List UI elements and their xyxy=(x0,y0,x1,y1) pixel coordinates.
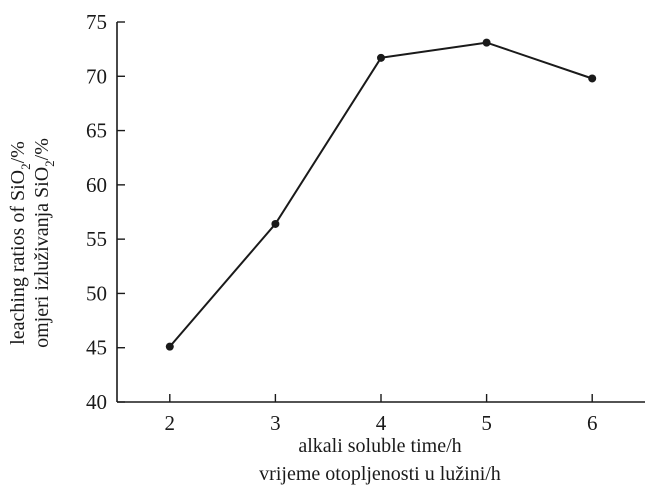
y-tick-label: 45 xyxy=(86,336,107,360)
y-tick-label: 75 xyxy=(86,10,107,34)
x-tick-label: 3 xyxy=(270,411,281,435)
y-axis-title: leaching ratios of SiO2/% xyxy=(7,141,33,345)
x-tick-label: 6 xyxy=(587,411,598,435)
x-tick-label: 2 xyxy=(165,411,176,435)
series-line xyxy=(169,41,593,348)
data-point xyxy=(271,219,280,228)
x-axis-title: alkali soluble time/h xyxy=(298,435,461,457)
y-axis-subtitle-text: omjeri izluživanja SiO xyxy=(31,167,53,348)
y-axis-title-unit: /% xyxy=(7,141,29,163)
y-axis-subtitle-subscript: 2 xyxy=(42,160,57,167)
y-axis-subtitle-unit: /% xyxy=(31,138,53,160)
data-point xyxy=(377,53,385,62)
y-axis-title-subscript: 2 xyxy=(18,163,33,170)
y-axis-subtitle: omjeri izluživanja SiO2/% xyxy=(31,138,57,348)
y-tick-label: 70 xyxy=(86,64,107,88)
y-tick-label: 40 xyxy=(86,390,107,414)
data-point xyxy=(482,38,491,47)
series-group xyxy=(165,38,597,351)
y-tick-group: 40 45 50 55 60 65 70 75 xyxy=(86,10,125,414)
x-tick-group: 2 3 4 5 6 xyxy=(165,394,598,435)
data-point xyxy=(165,342,174,351)
x-axis-subtitle: vrijeme otopljenosti u lužini/h xyxy=(259,463,501,485)
y-tick-label: 65 xyxy=(86,119,107,143)
y-tick-label: 60 xyxy=(86,173,107,197)
y-tick-label: 50 xyxy=(86,281,107,305)
y-axis-title-text: leaching ratios of SiO xyxy=(7,170,29,345)
y-tick-label: 55 xyxy=(86,227,107,251)
x-tick-label: 5 xyxy=(481,411,492,435)
chart-axes xyxy=(116,22,645,403)
data-point xyxy=(588,74,597,83)
x-tick-label: 4 xyxy=(376,411,387,435)
